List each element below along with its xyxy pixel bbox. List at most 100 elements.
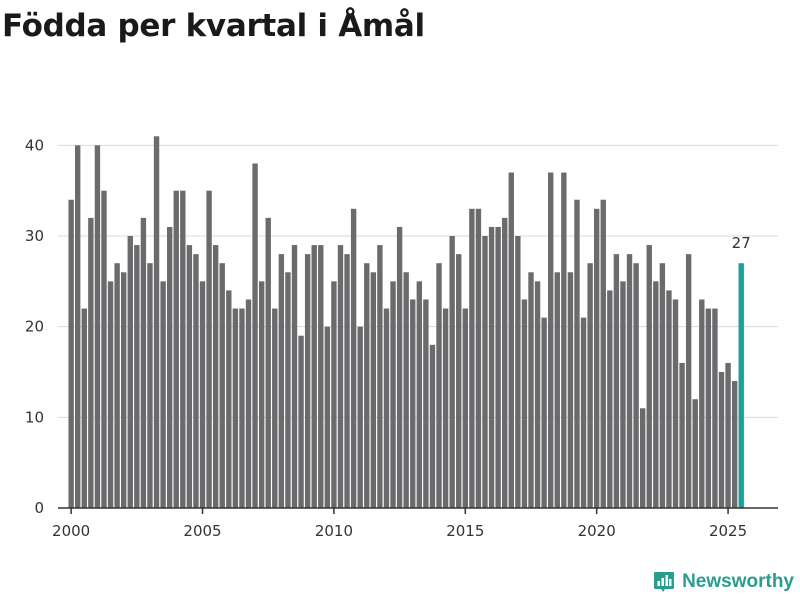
bar: [396, 226, 403, 508]
x-tick-label: 2010: [315, 522, 353, 540]
bar: [613, 254, 620, 508]
bar: [462, 308, 468, 508]
bar: [699, 299, 705, 508]
bar: [639, 408, 646, 508]
bar: [180, 190, 186, 509]
axes: 0 10 20 30 40 27 2000 2005 2010 2015 2020 2025: [25, 136, 778, 540]
bar: [226, 290, 232, 508]
brand-name: Newsworthy: [682, 571, 794, 592]
bar: [245, 299, 252, 508]
bar: [252, 163, 258, 508]
bar: [278, 254, 285, 508]
bar: [364, 263, 370, 508]
bar: [68, 199, 74, 509]
bar: [620, 281, 626, 508]
x-tick-label: 2015: [446, 522, 484, 540]
bar: [285, 272, 291, 508]
bar: [344, 254, 350, 508]
bar: [258, 281, 265, 508]
bar: [718, 372, 725, 508]
bar: [377, 245, 383, 508]
x-tick-label: 2005: [183, 522, 221, 540]
bar: [357, 326, 363, 508]
bar: [449, 236, 455, 508]
bar: [469, 208, 475, 509]
y-tick-label: 20: [25, 318, 44, 336]
bar: [239, 308, 245, 508]
bar: [653, 281, 659, 508]
bars: [68, 136, 744, 509]
bar: [567, 272, 574, 508]
bar: [554, 272, 560, 508]
bar: [193, 254, 199, 508]
bar: [88, 217, 94, 508]
y-tick-label: 30: [25, 227, 44, 245]
bar: [160, 281, 166, 508]
bar: [350, 208, 357, 509]
bar: [121, 272, 127, 508]
bar: [101, 190, 107, 509]
bar: [475, 208, 482, 509]
bar: [219, 263, 225, 508]
bar: [429, 344, 436, 508]
bar: [692, 399, 698, 508]
bar: [679, 362, 685, 508]
bar: [508, 172, 514, 508]
bar: [331, 281, 337, 508]
bar: [607, 290, 613, 508]
bar: [298, 335, 304, 508]
bar: [147, 263, 153, 508]
x-tick-label: 2025: [709, 522, 747, 540]
bar: [456, 254, 462, 508]
bar: [488, 226, 495, 508]
bar: [173, 190, 179, 509]
bar-latest: [738, 263, 744, 508]
bar: [383, 308, 390, 508]
bar: [324, 326, 331, 508]
bar: [646, 245, 652, 508]
bar: [534, 281, 541, 508]
bar: [633, 263, 639, 508]
bar: [659, 263, 666, 508]
chart-title: Födda per kvartal i Åmål: [2, 8, 425, 44]
bar: [304, 254, 311, 508]
x-tick-label: 2020: [578, 522, 616, 540]
bar: [502, 217, 508, 508]
y-tick-label: 40: [25, 136, 44, 154]
bar: [199, 281, 206, 508]
brand-logo: Newsworthy: [652, 570, 794, 594]
bar: [482, 236, 488, 508]
bar: [81, 308, 87, 508]
bar-chart-pin-icon: [654, 572, 675, 592]
bar: [370, 272, 377, 508]
bar: [311, 245, 317, 508]
bar: [725, 362, 731, 508]
bar: [94, 145, 101, 508]
bar: [265, 217, 271, 508]
bar: [666, 290, 672, 508]
bar: [626, 254, 633, 508]
y-tick-label: 10: [25, 408, 44, 426]
bar: [127, 236, 133, 508]
bar: [416, 281, 423, 508]
bar: [410, 299, 416, 508]
bar: [291, 245, 298, 508]
bar: [528, 272, 534, 508]
bar: [541, 317, 547, 508]
bar: [232, 308, 239, 508]
y-tick-label: 0: [34, 499, 44, 517]
bar: [140, 217, 147, 508]
bar: [166, 226, 173, 508]
bar: [337, 245, 344, 508]
bar: [186, 245, 193, 508]
bar: [731, 381, 738, 508]
bar: [712, 308, 718, 508]
bar: [206, 190, 212, 509]
latest-value-label: 27: [732, 234, 751, 252]
bar: [672, 299, 679, 508]
bar: [515, 236, 521, 508]
bar: [442, 308, 449, 508]
bar: [114, 263, 120, 508]
bar: [318, 245, 324, 508]
